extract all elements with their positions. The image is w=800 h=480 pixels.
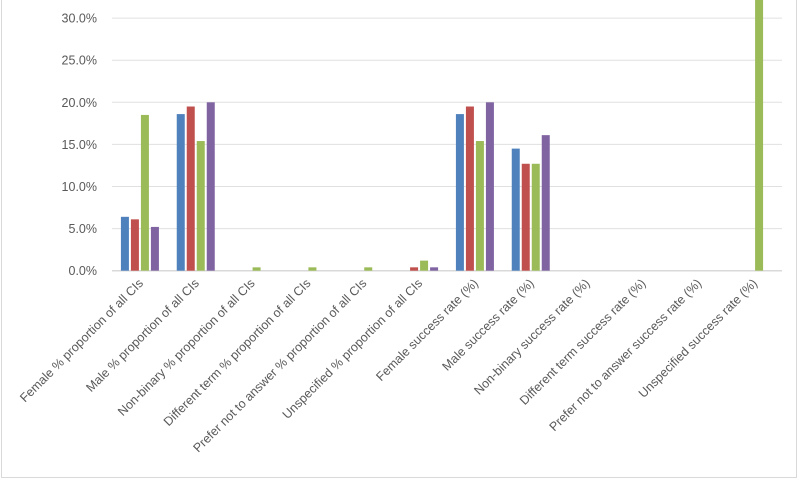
x-tick-label: Unspecified success rate (%) [636, 276, 760, 400]
bar-series-2 [521, 163, 530, 271]
bar-series-3 [420, 260, 429, 271]
bar-series-1 [511, 148, 520, 271]
y-tick-label: 5.0% [69, 222, 98, 236]
y-tick-label: 15.0% [62, 138, 97, 152]
y-axis-ticks: 0.0% 5.0% 10.0% 15.0% 20.0% 25.0% 30.0% [62, 12, 97, 279]
x-tick-label: Male success rate (%) [440, 276, 537, 373]
bar-series-3 [531, 163, 540, 271]
bar-series-1 [176, 114, 185, 271]
bar-series-4 [150, 226, 159, 271]
y-tick-label: 10.0% [62, 180, 97, 194]
y-tick-label: 0.0% [69, 264, 98, 278]
x-tick-label: Male % proportion of all CIs [83, 276, 201, 394]
bar-series-3 [140, 114, 149, 271]
bar-series-3 [364, 267, 373, 271]
bar-series-3 [755, 0, 764, 271]
bar-series-2 [465, 106, 474, 271]
bar-series-3 [196, 141, 205, 271]
y-tick-label: 30.0% [62, 12, 97, 26]
bar-series-1 [455, 114, 464, 271]
bar-series-1 [120, 216, 129, 271]
gridlines [112, 17, 782, 272]
y-tick-label: 25.0% [62, 54, 97, 68]
bars [120, 0, 764, 271]
bar-series-2 [410, 267, 419, 271]
bar-series-3 [252, 267, 261, 271]
x-tick-label: Female success rate (%) [373, 276, 481, 384]
bar-series-4 [430, 267, 439, 271]
bar-series-4 [206, 102, 215, 271]
y-tick-label: 20.0% [62, 96, 97, 110]
bar-series-2 [130, 219, 139, 271]
bar-series-4 [541, 135, 550, 271]
bar-series-3 [308, 267, 317, 271]
bar-series-4 [485, 102, 494, 271]
bar-series-3 [475, 141, 484, 271]
x-tick-label: Non-binary success rate (%) [471, 276, 592, 397]
bar-series-2 [186, 106, 195, 271]
